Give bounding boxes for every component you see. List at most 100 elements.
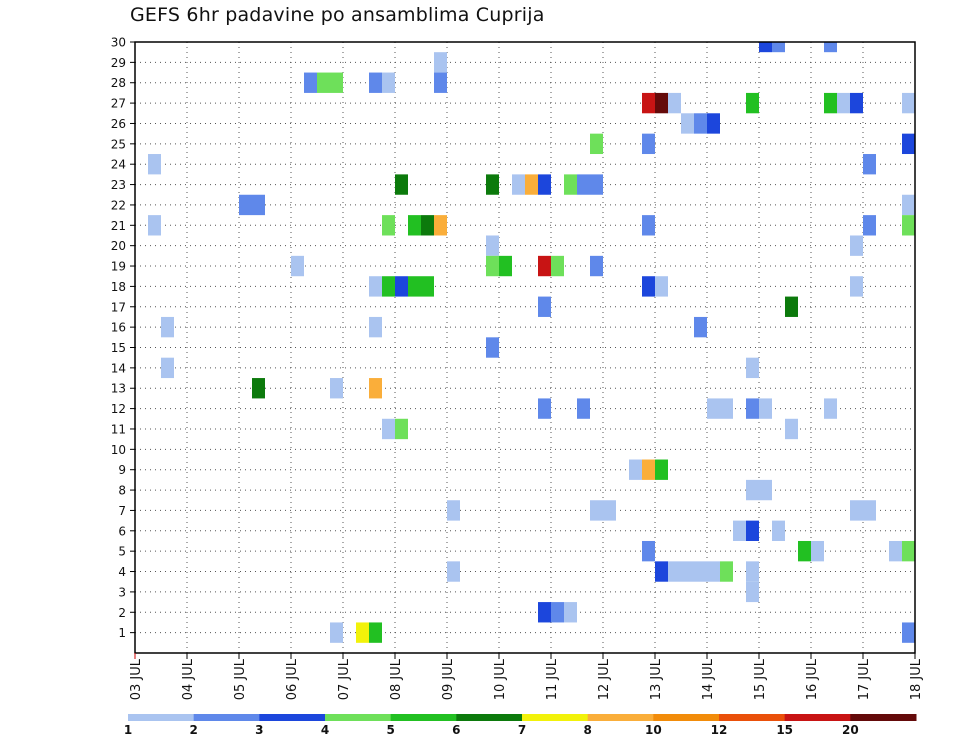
precip-cell [707, 561, 720, 582]
precip-cell [863, 154, 876, 175]
precip-cell [746, 479, 759, 501]
legend-label: 15 [776, 723, 793, 737]
precip-cell [850, 500, 863, 521]
precip-cell [369, 276, 382, 297]
precip-cell [824, 42, 837, 53]
precip-cell [772, 520, 785, 541]
x-tick-label: 03 JUL [129, 658, 144, 700]
x-tick-label: 05 JUL [233, 658, 248, 700]
precip-cell [629, 459, 642, 480]
precip-cell [785, 296, 798, 317]
y-tick-label: 1 [118, 626, 126, 640]
precip-cell [746, 561, 759, 582]
precip-cell [577, 174, 590, 195]
precip-cell [759, 398, 772, 419]
precip-cell [395, 174, 408, 195]
precip-cell [486, 174, 499, 195]
legend-swatch [456, 714, 523, 721]
x-tick-label: 14 JUL [701, 658, 716, 700]
legend-label: 3 [255, 723, 263, 737]
precip-cell [642, 459, 655, 480]
y-tick-label: 30 [111, 36, 126, 50]
x-tick-label: 13 JUL [649, 658, 664, 700]
legend-label: 20 [842, 723, 859, 737]
precip-cell [369, 72, 382, 93]
precip-cell [824, 92, 837, 114]
precip-cell [538, 174, 551, 195]
legend-swatch [128, 714, 195, 721]
precip-cell [564, 174, 577, 195]
precip-cell [668, 561, 681, 582]
precip-cell [759, 479, 772, 501]
legend-swatch [653, 714, 720, 721]
precip-cell [551, 255, 564, 277]
precip-cell [304, 72, 317, 93]
legend-label: 5 [386, 723, 394, 737]
x-tick-label: 10 JUL [493, 658, 508, 700]
y-tick-label: 22 [111, 198, 126, 212]
legend-label: 1 [124, 723, 132, 737]
precip-cell [330, 378, 343, 399]
precip-cell [707, 113, 720, 134]
precip-cell [811, 540, 824, 562]
precip-cell [317, 72, 330, 93]
precip-cell [746, 520, 759, 541]
y-tick-label: 15 [111, 341, 126, 355]
precip-cell [434, 52, 447, 73]
legend-label: 2 [189, 723, 197, 737]
precip-cell [161, 357, 174, 379]
y-tick-label: 16 [111, 321, 126, 335]
precip-cell [746, 357, 759, 379]
x-tick-label: 17 JUL [857, 658, 872, 700]
color-legend: 1 2 3 4 5 6 7 8 10 12 15 20 [124, 714, 917, 737]
precip-cell [525, 174, 538, 195]
y-tick-label: 5 [118, 545, 126, 559]
precip-cell [590, 174, 603, 195]
precip-cell [577, 398, 590, 419]
precip-cell [642, 133, 655, 155]
y-tick-label: 19 [111, 260, 126, 274]
precip-cell [746, 398, 759, 419]
legend-swatch [719, 714, 786, 721]
precip-cell [564, 602, 577, 623]
precip-cell [837, 92, 850, 114]
precip-cell [447, 500, 460, 521]
precip-cell [330, 72, 343, 93]
precip-cell [681, 113, 694, 134]
precip-cell [707, 398, 720, 419]
legend-swatch [193, 714, 260, 721]
precip-cell [369, 316, 382, 338]
x-tick-label: 08 JUL [389, 658, 404, 700]
precip-cell [382, 72, 395, 93]
legend-label: 4 [321, 723, 329, 737]
precip-cell [785, 418, 798, 440]
precip-cell [889, 540, 902, 562]
precip-cell [655, 459, 668, 480]
x-tick-label: 06 JUL [285, 658, 300, 700]
y-tick-label: 9 [118, 463, 126, 477]
precip-cell [538, 398, 551, 419]
legend-swatch [390, 714, 457, 721]
precip-cell [395, 418, 408, 440]
legend-swatch [784, 714, 851, 721]
precip-cell [902, 622, 915, 643]
y-tick-label: 26 [111, 117, 126, 131]
x-axis: 03 JUL 04 JUL 05 JUL 06 JUL 07 JUL 08 JUL 09 J… [129, 653, 924, 700]
precip-cell [486, 255, 499, 277]
chart-title: GEFS 6hr padavine po ansamblima Cuprija [130, 4, 545, 26]
y-tick-label: 14 [111, 361, 126, 375]
precip-cell [746, 581, 759, 603]
precip-cell [642, 215, 655, 236]
precip-cell [590, 133, 603, 155]
y-tick-label: 13 [111, 382, 126, 396]
precip-cell [902, 540, 915, 562]
precip-cell [642, 540, 655, 562]
precip-cell [252, 378, 265, 399]
y-tick-label: 24 [111, 158, 126, 172]
legend-swatch [587, 714, 654, 721]
precip-cell [902, 215, 915, 236]
precip-cell [408, 215, 421, 236]
legend-label: 6 [452, 723, 460, 737]
precip-cell [382, 276, 395, 297]
x-tick-label: 04 JUL [181, 658, 196, 700]
